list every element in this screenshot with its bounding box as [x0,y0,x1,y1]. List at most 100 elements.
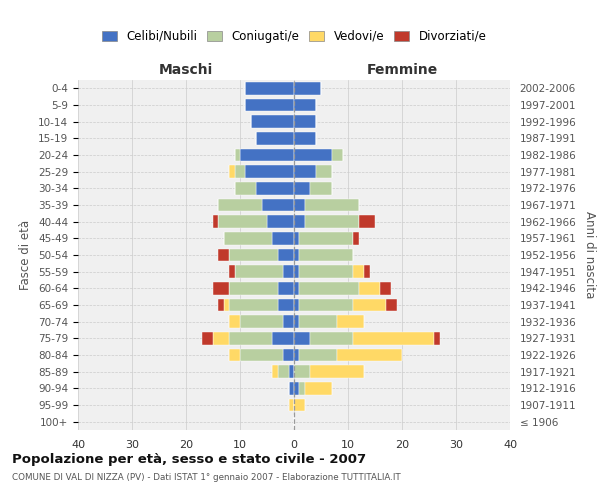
Bar [229,332,272,344]
Bar [251,116,294,128]
Bar [267,216,294,228]
Bar [294,149,332,161]
Bar [272,232,294,244]
Bar [310,332,353,344]
Bar [289,382,294,394]
Y-axis label: Anni di nascita: Anni di nascita [583,212,596,298]
Bar [310,366,364,378]
Bar [218,248,229,261]
Bar [316,166,332,178]
Bar [289,399,294,411]
Bar [240,149,294,161]
Bar [229,248,278,261]
Text: Femmine: Femmine [367,62,437,76]
Bar [245,166,294,178]
Bar [229,349,240,361]
Bar [229,166,235,178]
Bar [294,266,299,278]
Bar [278,298,294,311]
Bar [294,82,321,94]
Bar [294,182,310,194]
Bar [294,99,316,112]
Bar [218,298,224,311]
Bar [294,132,316,144]
Bar [386,298,397,311]
Bar [283,316,294,328]
Bar [256,132,294,144]
Bar [294,166,316,178]
Bar [294,216,305,228]
Bar [294,248,299,261]
Bar [278,366,289,378]
Bar [283,349,294,361]
Bar [213,216,218,228]
Bar [364,266,370,278]
Bar [235,166,245,178]
Bar [262,198,294,211]
Bar [305,216,359,228]
Bar [202,332,213,344]
Bar [256,182,294,194]
Bar [294,316,299,328]
Bar [278,248,294,261]
Bar [305,382,332,394]
Bar [294,298,299,311]
Bar [299,349,337,361]
Bar [235,149,240,161]
Bar [294,349,299,361]
Bar [235,182,256,194]
Text: Maschi: Maschi [159,62,213,76]
Bar [299,266,353,278]
Bar [337,316,364,328]
Bar [245,99,294,112]
Bar [213,332,229,344]
Bar [294,382,299,394]
Bar [353,332,434,344]
Bar [218,216,267,228]
Bar [272,332,294,344]
Bar [353,266,364,278]
Bar [294,232,299,244]
Text: COMUNE DI VAL DI NIZZA (PV) - Dati ISTAT 1° gennaio 2007 - Elaborazione TUTTITAL: COMUNE DI VAL DI NIZZA (PV) - Dati ISTAT… [12,472,401,482]
Bar [235,266,283,278]
Bar [229,282,278,294]
Bar [299,282,359,294]
Bar [218,198,262,211]
Text: Popolazione per età, sesso e stato civile - 2007: Popolazione per età, sesso e stato civil… [12,452,366,466]
Bar [294,366,310,378]
Bar [272,366,278,378]
Bar [299,382,305,394]
Bar [337,349,402,361]
Bar [294,116,316,128]
Bar [434,332,440,344]
Bar [229,266,235,278]
Bar [332,149,343,161]
Bar [294,332,310,344]
Bar [283,266,294,278]
Bar [294,198,305,211]
Bar [229,316,240,328]
Bar [359,216,375,228]
Bar [229,298,278,311]
Bar [299,232,353,244]
Bar [305,198,359,211]
Bar [294,282,299,294]
Bar [294,399,305,411]
Bar [310,182,332,194]
Bar [224,298,229,311]
Bar [240,349,283,361]
Bar [299,248,353,261]
Bar [213,282,229,294]
Y-axis label: Fasce di età: Fasce di età [19,220,32,290]
Bar [353,232,359,244]
Bar [278,282,294,294]
Bar [380,282,391,294]
Bar [224,232,272,244]
Bar [299,298,353,311]
Bar [353,298,386,311]
Legend: Celibi/Nubili, Coniugati/e, Vedovi/e, Divorziati/e: Celibi/Nubili, Coniugati/e, Vedovi/e, Di… [98,26,490,46]
Bar [359,282,380,294]
Bar [289,366,294,378]
Bar [245,82,294,94]
Bar [299,316,337,328]
